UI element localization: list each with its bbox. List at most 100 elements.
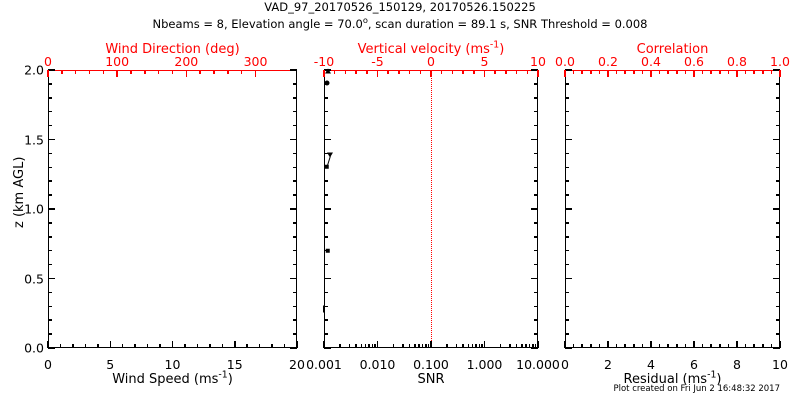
top-tick-label: -10: [313, 54, 335, 69]
top-tick-label: 10: [530, 54, 546, 69]
top-minor-tick: [684, 70, 687, 74]
x-minor-tick: [392, 344, 395, 348]
x-minor-tick: [633, 344, 635, 348]
wind-speed-label-exp: -1: [218, 369, 228, 381]
top-minor-tick: [727, 70, 730, 74]
x-minor-tick: [455, 344, 458, 348]
x-minor-tick: [84, 344, 87, 348]
top-minor-tick: [526, 70, 529, 74]
x-major-tick: [323, 341, 325, 348]
y-major-tick: [48, 347, 55, 349]
wind-speed-label-base: Wind Speed (ms: [112, 372, 219, 387]
y-major-tick: [565, 277, 572, 280]
y-minor-tick: [534, 110, 538, 113]
figure-subtitle: Nbeams = 8, Elevation angle = 70.0o, sca…: [152, 16, 648, 31]
top-major-tick: [564, 70, 566, 77]
residual-label-tail: ): [716, 372, 722, 387]
y-minor-tick: [565, 110, 569, 113]
top-major-tick: [483, 70, 486, 77]
x-minor-tick: [427, 344, 430, 348]
top-minor-tick: [387, 70, 389, 74]
y-minor-tick: [776, 152, 780, 155]
x-minor-tick: [478, 344, 481, 348]
x-minor-tick: [371, 344, 374, 348]
y-minor-tick: [565, 305, 569, 308]
y-major-tick: [531, 138, 538, 141]
x-tick-label: 1.000: [466, 357, 503, 372]
x-minor-tick: [581, 344, 583, 348]
x-minor-tick: [121, 344, 124, 348]
degree-symbol: o: [362, 15, 368, 26]
top-minor-tick: [398, 70, 400, 74]
y-minor-tick: [48, 152, 52, 155]
top-minor-tick: [440, 70, 443, 74]
x-minor-tick: [271, 344, 273, 348]
y-minor-tick: [534, 152, 538, 155]
x-minor-tick: [598, 344, 601, 348]
y-minor-tick: [565, 333, 569, 335]
x-minor-tick: [425, 344, 427, 348]
x-minor-tick: [534, 344, 537, 348]
x-tick-label: 0.100: [413, 357, 449, 372]
x-major-tick: [47, 341, 49, 348]
top-minor-tick: [344, 70, 347, 74]
top-minor-tick: [462, 70, 464, 74]
top-minor-tick: [74, 70, 77, 74]
x-minor-tick: [146, 344, 149, 348]
y-major-tick: [531, 347, 538, 349]
x-minor-tick: [590, 344, 592, 348]
top-minor-tick: [88, 70, 91, 74]
x-minor-tick: [471, 344, 474, 348]
y-minor-tick: [293, 194, 297, 196]
x-minor-tick: [364, 344, 367, 348]
y-major-tick: [531, 69, 538, 71]
top-tick-label: 0.4: [641, 54, 661, 69]
y-minor-tick: [534, 166, 538, 169]
y-minor-tick: [293, 110, 297, 113]
y-minor-tick: [534, 333, 538, 335]
x-major-tick: [171, 341, 174, 348]
top-tick-label: 0: [44, 54, 52, 69]
y-minor-tick: [48, 110, 52, 113]
x-minor-tick: [710, 344, 712, 348]
top-minor-tick: [719, 70, 721, 74]
y-minor-tick: [565, 97, 569, 99]
x-minor-tick: [368, 344, 370, 348]
y-minor-tick: [534, 180, 538, 182]
y-minor-tick: [324, 166, 328, 169]
top-tick-label: 5: [480, 54, 489, 69]
y-minor-tick: [776, 222, 780, 224]
subtitle-rest: , scan duration = 89.1 s, SNR Threshold …: [367, 17, 648, 31]
y-minor-tick: [48, 180, 52, 182]
y-major-tick: [531, 208, 538, 210]
snr-threshold-reference-line: [431, 71, 432, 347]
vv-label-exp: -1: [489, 39, 500, 51]
x-minor-tick: [72, 344, 74, 348]
x-major-tick: [376, 341, 379, 348]
top-minor-tick: [710, 70, 712, 74]
x-tick-label: 2: [604, 357, 612, 372]
y-minor-tick: [324, 263, 328, 266]
y-minor-tick: [293, 263, 297, 266]
y-minor-tick: [48, 263, 52, 266]
x-minor-tick: [402, 344, 404, 348]
x-minor-tick: [246, 344, 248, 348]
y-minor-tick: [48, 291, 52, 294]
x-minor-tick: [446, 344, 448, 348]
y-major-tick: [290, 347, 297, 349]
x-minor-tick: [762, 344, 764, 348]
x-minor-tick: [196, 344, 199, 348]
top-minor-tick: [61, 70, 63, 74]
x-minor-tick: [719, 344, 721, 348]
y-minor-tick: [48, 305, 52, 308]
top-minor-tick: [144, 70, 146, 74]
y-minor-tick: [565, 152, 569, 155]
x-minor-tick: [97, 344, 99, 348]
x-minor-tick: [528, 344, 531, 348]
top-major-tick: [693, 70, 695, 77]
top-minor-tick: [515, 70, 518, 74]
top-axis-label-vertical-velocity: Vertical velocity (ms-1): [358, 39, 505, 57]
top-axis-label-wind-direction: Wind Direction (deg): [105, 42, 240, 57]
top-minor-tick: [633, 70, 635, 74]
x-tick-label: 5: [106, 357, 115, 372]
